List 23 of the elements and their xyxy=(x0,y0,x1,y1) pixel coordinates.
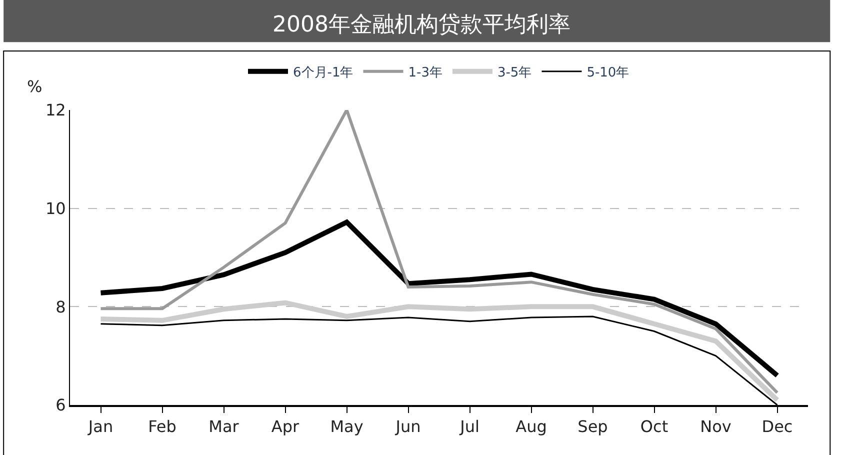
x-tick-label: Jun xyxy=(394,417,421,436)
x-tick-label: Sep xyxy=(578,417,608,436)
x-tick-label: Jan xyxy=(87,417,114,436)
x-tick-label: Nov xyxy=(700,417,732,436)
x-tick-label: Aug xyxy=(516,417,547,436)
y-tick-label: 6 xyxy=(56,396,66,415)
legend-label: 3-5年 xyxy=(497,65,532,80)
legend-label: 1-3年 xyxy=(408,65,442,80)
chart-title: 2008年金融机构贷款平均利率 xyxy=(272,12,570,38)
x-tick-label: Apr xyxy=(271,417,300,436)
y-tick-label: 12 xyxy=(45,100,66,120)
line-series xyxy=(99,110,779,394)
legend-label: 6个月-1年 xyxy=(293,65,354,80)
y-axis-title: % xyxy=(27,77,42,96)
x-tick-label: May xyxy=(330,417,364,436)
legend-label: 5-10年 xyxy=(586,65,630,80)
y-tick-label: 10 xyxy=(45,198,66,218)
y-tick-label: 8 xyxy=(56,297,66,316)
x-tick-label: Mar xyxy=(208,417,240,436)
x-tick-label: Jul xyxy=(459,417,480,436)
x-tick-label: Oct xyxy=(640,417,668,436)
x-tick-label: Dec xyxy=(762,417,793,436)
x-tick-label: Feb xyxy=(148,417,176,436)
